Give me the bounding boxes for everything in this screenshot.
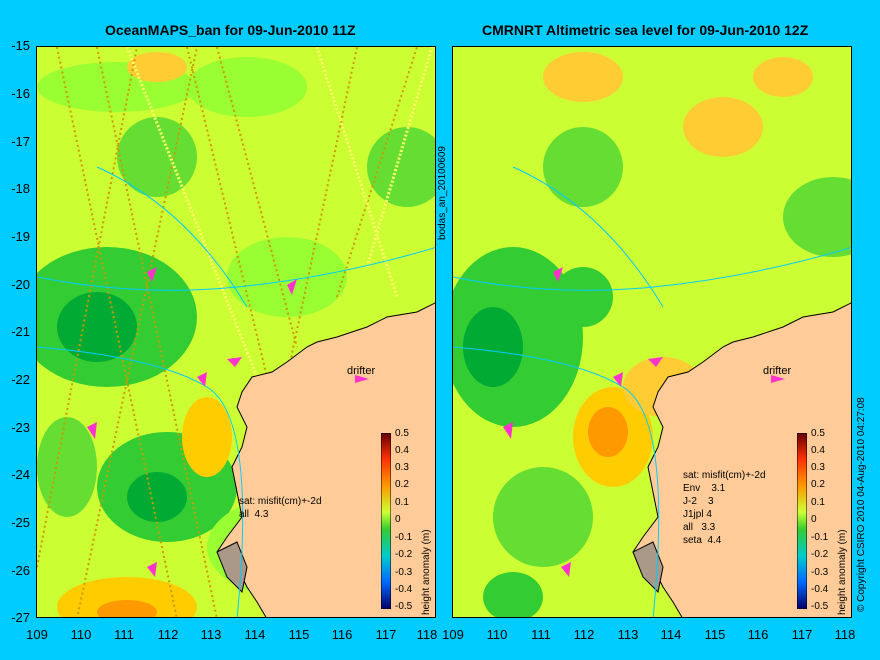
lat-tick-label: -16 (11, 86, 30, 101)
right-colorbar (797, 433, 807, 609)
colorbar-tick: -0.4 (811, 584, 829, 595)
lat-tick-label: -15 (11, 38, 30, 53)
lon-tick-label: 117 (375, 627, 397, 642)
colorbar-tick: 0.1 (395, 497, 409, 508)
lon-tick-label: 113 (200, 627, 222, 642)
colorbar-tick: -0.3 (811, 567, 829, 578)
lat-tick-label: -19 (11, 229, 30, 244)
lat-tick-label: -21 (11, 324, 30, 339)
lon-tick-label: 113 (617, 627, 639, 642)
lon-tick-label: 114 (660, 627, 682, 642)
left-drifter-label: drifter (347, 365, 376, 377)
lon-tick-label: 110 (70, 627, 92, 642)
colorbar-tick: 0.3 (395, 462, 409, 473)
colorbar-tick: 0.4 (395, 445, 409, 456)
drifter-arrows (87, 267, 369, 577)
right-panel-title: CMRNRT Altimetric sea level for 09-Jun-2… (482, 22, 809, 38)
right-colorbar-label: height anomaly (m) (837, 529, 848, 615)
right-satellite-misfit: sat: misfit(cm)+-2d Env 3.1 J-2 3 J1jpl … (683, 470, 766, 546)
left-colorbar (381, 433, 391, 609)
left-colorbar-label: height anomaly (m) (421, 529, 432, 615)
lon-tick-label: 116 (747, 627, 769, 642)
lon-tick-label: 116 (331, 627, 353, 642)
lat-tick-label: -23 (11, 420, 30, 435)
colorbar-tick: 0.2 (395, 479, 409, 490)
lon-tick-label: 117 (791, 627, 813, 642)
lat-tick-label: -25 (11, 515, 30, 530)
colorbar-tick: 0.5 (395, 428, 409, 439)
left-map-field (37, 47, 435, 617)
left-satellite-misfit: sat: misfit(cm)+-2d all 4.3 (239, 496, 322, 520)
lon-tick-label: 114 (244, 627, 266, 642)
right-map-field (453, 47, 851, 617)
lat-tick-label: -22 (11, 372, 30, 387)
colorbar-tick: 0.2 (811, 479, 825, 490)
colorbar-tick: -0.1 (811, 532, 829, 543)
copyright-label: © Copyright CSIRO 2010 04-Aug-2010 04:27… (856, 397, 867, 612)
lat-tick-label: -18 (11, 181, 30, 196)
colorbar-tick: -0.1 (395, 532, 413, 543)
left-panel-title: OceanMAPS_ban for 09-Jun-2010 11Z (105, 22, 356, 38)
lon-tick-label: 115 (704, 627, 726, 642)
lat-tick-label: -17 (11, 134, 30, 149)
colorbar-tick: 0.4 (811, 445, 825, 456)
lon-tick-label: 118 (834, 627, 856, 642)
right-drifter-label: drifter (763, 365, 792, 377)
lon-tick-label: 112 (573, 627, 595, 642)
analysis-id-label: bodas_an_20100609 (437, 146, 448, 240)
colorbar-tick: -0.4 (395, 584, 413, 595)
colorbar-tick: -0.2 (395, 549, 413, 560)
lon-tick-label: 111 (114, 627, 134, 642)
colorbar-tick: -0.5 (395, 601, 413, 612)
lat-tick-label: -24 (11, 467, 30, 482)
lon-tick-label: 112 (157, 627, 179, 642)
lon-tick-label: 109 (442, 627, 464, 642)
colorbar-tick: 0.5 (811, 428, 825, 439)
lat-tick-label: -20 (11, 277, 30, 292)
lon-tick-label: 111 (531, 627, 551, 642)
colorbar-tick: -0.2 (811, 549, 829, 560)
colorbar-tick: 0.3 (811, 462, 825, 473)
colorbar-tick: 0 (811, 514, 817, 525)
left-map-panel: drifter sat: misfit(cm)+-2d all 4.3 0.5 … (36, 46, 436, 618)
colorbar-tick: -0.3 (395, 567, 413, 578)
right-map-panel: drifter sat: misfit(cm)+-2d Env 3.1 J-2 … (452, 46, 852, 618)
colorbar-tick: 0.1 (811, 497, 825, 508)
lon-tick-label: 118 (416, 627, 438, 642)
colorbar-tick: -0.5 (811, 601, 829, 612)
lon-tick-label: 110 (486, 627, 508, 642)
colorbar-tick: 0 (395, 514, 401, 525)
lon-tick-label: 109 (26, 627, 48, 642)
lat-tick-label: -27 (11, 610, 30, 625)
lon-tick-label: 115 (288, 627, 310, 642)
lat-tick-label: -26 (11, 563, 30, 578)
